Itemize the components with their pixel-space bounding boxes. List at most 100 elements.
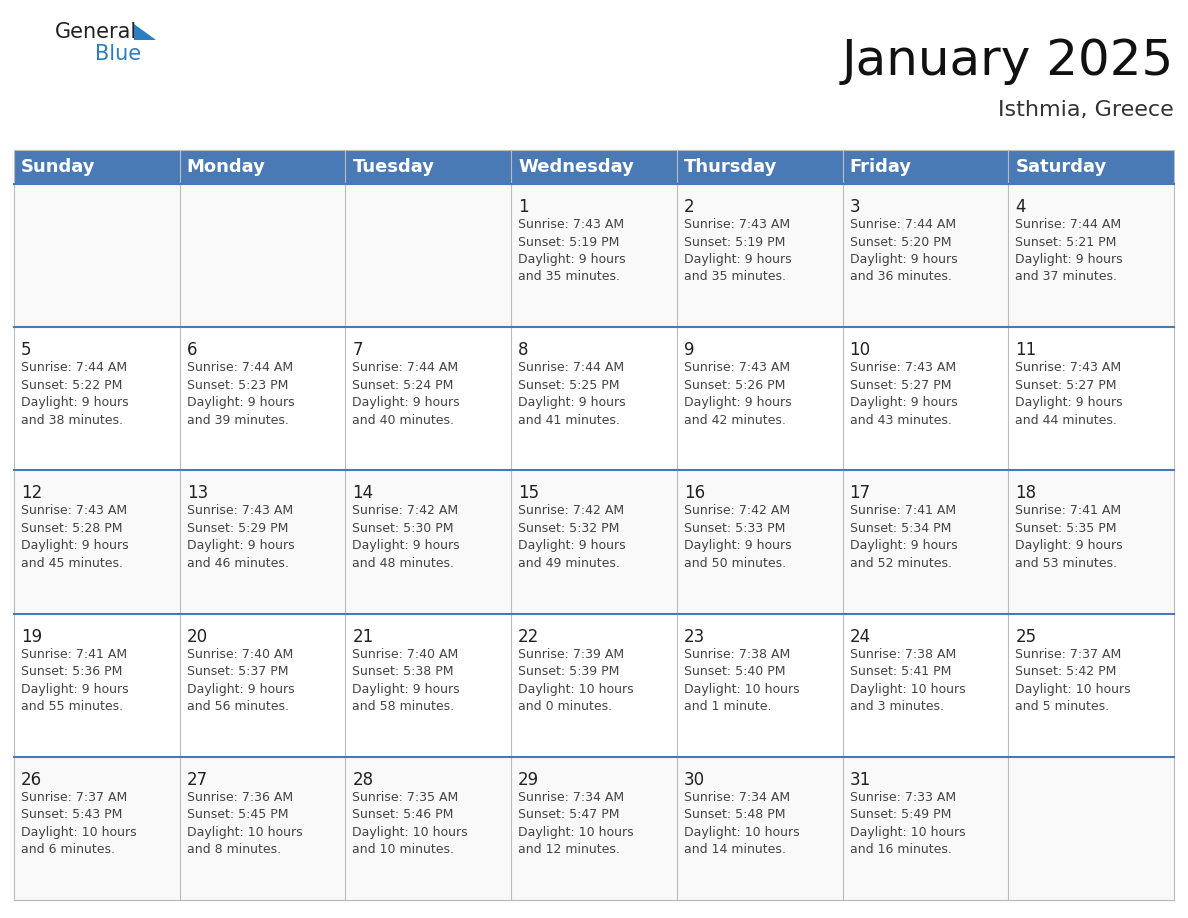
Text: Monday: Monday — [187, 158, 266, 176]
Text: Sunrise: 7:35 AM
Sunset: 5:46 PM
Daylight: 10 hours
and 10 minutes.: Sunrise: 7:35 AM Sunset: 5:46 PM Dayligh… — [353, 790, 468, 856]
Text: Sunrise: 7:43 AM
Sunset: 5:19 PM
Daylight: 9 hours
and 35 minutes.: Sunrise: 7:43 AM Sunset: 5:19 PM Dayligh… — [518, 218, 626, 284]
Bar — [1009, 327, 1174, 470]
Bar — [1009, 184, 1174, 327]
Text: Tuesday: Tuesday — [353, 158, 435, 176]
Text: Sunrise: 7:44 AM
Sunset: 5:25 PM
Daylight: 9 hours
and 41 minutes.: Sunrise: 7:44 AM Sunset: 5:25 PM Dayligh… — [518, 361, 626, 427]
Text: 2: 2 — [684, 198, 695, 216]
Bar — [14, 756, 179, 900]
Text: Sunrise: 7:38 AM
Sunset: 5:40 PM
Daylight: 10 hours
and 1 minute.: Sunrise: 7:38 AM Sunset: 5:40 PM Dayligh… — [684, 647, 800, 713]
Text: Sunrise: 7:37 AM
Sunset: 5:43 PM
Daylight: 10 hours
and 6 minutes.: Sunrise: 7:37 AM Sunset: 5:43 PM Dayligh… — [21, 790, 137, 856]
Text: Sunrise: 7:43 AM
Sunset: 5:28 PM
Daylight: 9 hours
and 45 minutes.: Sunrise: 7:43 AM Sunset: 5:28 PM Dayligh… — [21, 504, 128, 570]
Bar — [14, 327, 179, 470]
Bar — [511, 184, 677, 327]
Text: Sunrise: 7:44 AM
Sunset: 5:23 PM
Daylight: 9 hours
and 39 minutes.: Sunrise: 7:44 AM Sunset: 5:23 PM Dayligh… — [187, 361, 295, 427]
Text: 14: 14 — [353, 485, 373, 502]
Bar — [511, 613, 677, 756]
Bar — [346, 184, 511, 327]
Bar — [346, 470, 511, 613]
Text: General: General — [55, 22, 138, 42]
Text: 12: 12 — [21, 485, 43, 502]
Text: 20: 20 — [187, 628, 208, 645]
Text: 11: 11 — [1016, 341, 1037, 359]
Text: January 2025: January 2025 — [842, 37, 1174, 85]
Text: Sunrise: 7:44 AM
Sunset: 5:21 PM
Daylight: 9 hours
and 37 minutes.: Sunrise: 7:44 AM Sunset: 5:21 PM Dayligh… — [1016, 218, 1123, 284]
Bar — [179, 327, 346, 470]
Text: Thursday: Thursday — [684, 158, 777, 176]
Text: Sunrise: 7:33 AM
Sunset: 5:49 PM
Daylight: 10 hours
and 16 minutes.: Sunrise: 7:33 AM Sunset: 5:49 PM Dayligh… — [849, 790, 965, 856]
Text: 10: 10 — [849, 341, 871, 359]
Bar — [346, 150, 511, 184]
Bar — [346, 327, 511, 470]
Bar — [511, 470, 677, 613]
Bar — [511, 327, 677, 470]
Text: 26: 26 — [21, 771, 42, 789]
Text: Sunrise: 7:42 AM
Sunset: 5:33 PM
Daylight: 9 hours
and 50 minutes.: Sunrise: 7:42 AM Sunset: 5:33 PM Dayligh… — [684, 504, 791, 570]
Bar — [14, 150, 179, 184]
Text: Friday: Friday — [849, 158, 911, 176]
Text: 15: 15 — [518, 485, 539, 502]
Text: 23: 23 — [684, 628, 706, 645]
Bar — [677, 756, 842, 900]
Text: 24: 24 — [849, 628, 871, 645]
Bar — [842, 327, 1009, 470]
Text: Sunrise: 7:42 AM
Sunset: 5:30 PM
Daylight: 9 hours
and 48 minutes.: Sunrise: 7:42 AM Sunset: 5:30 PM Dayligh… — [353, 504, 460, 570]
Text: 18: 18 — [1016, 485, 1036, 502]
Text: Sunrise: 7:41 AM
Sunset: 5:34 PM
Daylight: 9 hours
and 52 minutes.: Sunrise: 7:41 AM Sunset: 5:34 PM Dayligh… — [849, 504, 958, 570]
Text: Sunrise: 7:40 AM
Sunset: 5:37 PM
Daylight: 9 hours
and 56 minutes.: Sunrise: 7:40 AM Sunset: 5:37 PM Dayligh… — [187, 647, 295, 713]
Text: 13: 13 — [187, 485, 208, 502]
Text: Sunrise: 7:40 AM
Sunset: 5:38 PM
Daylight: 9 hours
and 58 minutes.: Sunrise: 7:40 AM Sunset: 5:38 PM Dayligh… — [353, 647, 460, 713]
Text: Saturday: Saturday — [1016, 158, 1106, 176]
Text: 7: 7 — [353, 341, 362, 359]
Text: 9: 9 — [684, 341, 694, 359]
Text: Sunrise: 7:34 AM
Sunset: 5:47 PM
Daylight: 10 hours
and 12 minutes.: Sunrise: 7:34 AM Sunset: 5:47 PM Dayligh… — [518, 790, 633, 856]
Bar — [842, 470, 1009, 613]
Bar — [179, 150, 346, 184]
Text: 30: 30 — [684, 771, 704, 789]
Text: 5: 5 — [21, 341, 32, 359]
Text: Sunrise: 7:34 AM
Sunset: 5:48 PM
Daylight: 10 hours
and 14 minutes.: Sunrise: 7:34 AM Sunset: 5:48 PM Dayligh… — [684, 790, 800, 856]
Text: Sunrise: 7:39 AM
Sunset: 5:39 PM
Daylight: 10 hours
and 0 minutes.: Sunrise: 7:39 AM Sunset: 5:39 PM Dayligh… — [518, 647, 633, 713]
Bar — [14, 613, 179, 756]
Text: 28: 28 — [353, 771, 373, 789]
Text: 16: 16 — [684, 485, 704, 502]
Text: 1: 1 — [518, 198, 529, 216]
Bar — [1009, 150, 1174, 184]
Text: Sunday: Sunday — [21, 158, 95, 176]
Text: 31: 31 — [849, 771, 871, 789]
Text: Sunrise: 7:43 AM
Sunset: 5:19 PM
Daylight: 9 hours
and 35 minutes.: Sunrise: 7:43 AM Sunset: 5:19 PM Dayligh… — [684, 218, 791, 284]
Text: 29: 29 — [518, 771, 539, 789]
Text: 22: 22 — [518, 628, 539, 645]
Text: Sunrise: 7:37 AM
Sunset: 5:42 PM
Daylight: 10 hours
and 5 minutes.: Sunrise: 7:37 AM Sunset: 5:42 PM Dayligh… — [1016, 647, 1131, 713]
Bar — [179, 184, 346, 327]
Polygon shape — [134, 24, 156, 40]
Text: Sunrise: 7:43 AM
Sunset: 5:27 PM
Daylight: 9 hours
and 43 minutes.: Sunrise: 7:43 AM Sunset: 5:27 PM Dayligh… — [849, 361, 958, 427]
Bar — [1009, 756, 1174, 900]
Text: 8: 8 — [518, 341, 529, 359]
Bar — [14, 470, 179, 613]
Bar — [179, 756, 346, 900]
Bar — [179, 470, 346, 613]
Text: 3: 3 — [849, 198, 860, 216]
Text: Sunrise: 7:44 AM
Sunset: 5:20 PM
Daylight: 9 hours
and 36 minutes.: Sunrise: 7:44 AM Sunset: 5:20 PM Dayligh… — [849, 218, 958, 284]
Bar — [677, 184, 842, 327]
Text: 25: 25 — [1016, 628, 1036, 645]
Bar — [511, 150, 677, 184]
Text: Sunrise: 7:42 AM
Sunset: 5:32 PM
Daylight: 9 hours
and 49 minutes.: Sunrise: 7:42 AM Sunset: 5:32 PM Dayligh… — [518, 504, 626, 570]
Bar — [14, 184, 179, 327]
Text: 21: 21 — [353, 628, 374, 645]
Bar — [842, 150, 1009, 184]
Text: Sunrise: 7:41 AM
Sunset: 5:35 PM
Daylight: 9 hours
and 53 minutes.: Sunrise: 7:41 AM Sunset: 5:35 PM Dayligh… — [1016, 504, 1123, 570]
Bar — [346, 756, 511, 900]
Text: Isthmia, Greece: Isthmia, Greece — [998, 100, 1174, 120]
Text: Sunrise: 7:43 AM
Sunset: 5:27 PM
Daylight: 9 hours
and 44 minutes.: Sunrise: 7:43 AM Sunset: 5:27 PM Dayligh… — [1016, 361, 1123, 427]
Bar — [842, 756, 1009, 900]
Text: Sunrise: 7:41 AM
Sunset: 5:36 PM
Daylight: 9 hours
and 55 minutes.: Sunrise: 7:41 AM Sunset: 5:36 PM Dayligh… — [21, 647, 128, 713]
Bar — [1009, 470, 1174, 613]
Bar — [677, 613, 842, 756]
Bar — [511, 756, 677, 900]
Bar — [677, 150, 842, 184]
Bar — [677, 470, 842, 613]
Text: 4: 4 — [1016, 198, 1025, 216]
Text: Sunrise: 7:36 AM
Sunset: 5:45 PM
Daylight: 10 hours
and 8 minutes.: Sunrise: 7:36 AM Sunset: 5:45 PM Dayligh… — [187, 790, 302, 856]
Bar — [842, 184, 1009, 327]
